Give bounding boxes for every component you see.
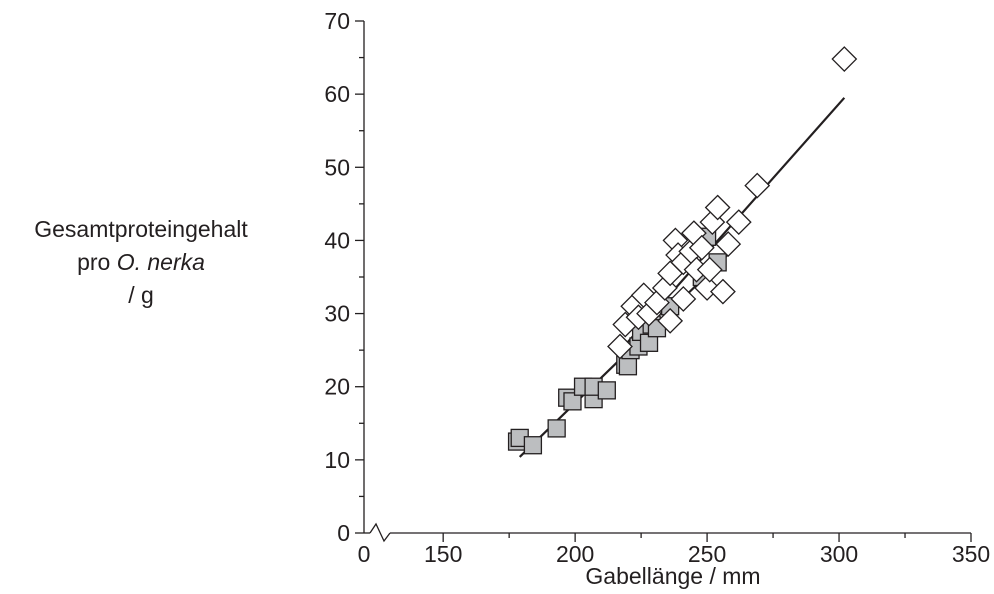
y-axis-label: Gesamtproteingehalt pro O. nerka / g	[0, 213, 282, 312]
y-axis-label-species: O. nerka	[116, 249, 205, 275]
y-axis-label-prefix: pro	[77, 249, 117, 275]
x-tick-label: 250	[688, 541, 726, 567]
diamond-marker	[744, 172, 771, 199]
diamond-marker	[607, 333, 633, 360]
y-axis-ticks: 0 10 20 30 40 50 60 70	[324, 8, 364, 546]
square-marker	[563, 392, 582, 411]
diamond-marker	[696, 256, 723, 283]
y-axis-label-line3: / g	[128, 282, 154, 308]
x-tick-label: 200	[556, 541, 594, 567]
diamond-marker	[831, 46, 858, 72]
x-tick-label: 0	[358, 541, 371, 567]
x-tick-label: 300	[820, 541, 858, 567]
diamond-marker	[670, 286, 697, 312]
y-axis-label-line2: pro O. nerka	[0, 246, 282, 279]
y-tick-label: 30	[324, 301, 350, 327]
diamond-marker	[710, 278, 736, 305]
square-marker	[597, 381, 616, 400]
x-tick-label: 350	[952, 541, 990, 567]
y-tick-label: 10	[324, 447, 350, 473]
diamond-marker	[704, 194, 731, 221]
diamond-marker	[715, 231, 742, 258]
y-tick-label: 40	[324, 227, 350, 253]
y-axis-label-line1: Gesamtproteingehalt	[34, 216, 248, 242]
y-tick-label: 50	[324, 154, 350, 180]
x-axis-ticks: 0 150 200 250 300 350	[358, 533, 990, 567]
y-tick-label: 70	[324, 8, 350, 34]
data-markers	[507, 46, 858, 455]
y-tick-label: 20	[324, 374, 350, 400]
square-marker	[523, 436, 543, 455]
square-marker	[547, 419, 566, 438]
diamond-marker	[725, 209, 752, 236]
y-tick-label: 0	[337, 520, 350, 546]
square-marker	[618, 357, 638, 376]
x-tick-label: 150	[424, 541, 462, 567]
diamond-marker	[688, 234, 715, 261]
x-axis-label: Gabellänge / mm	[585, 563, 760, 589]
y-tick-label: 60	[324, 81, 350, 107]
diamond-marker	[657, 307, 684, 334]
x-axis-break	[369, 522, 391, 543]
